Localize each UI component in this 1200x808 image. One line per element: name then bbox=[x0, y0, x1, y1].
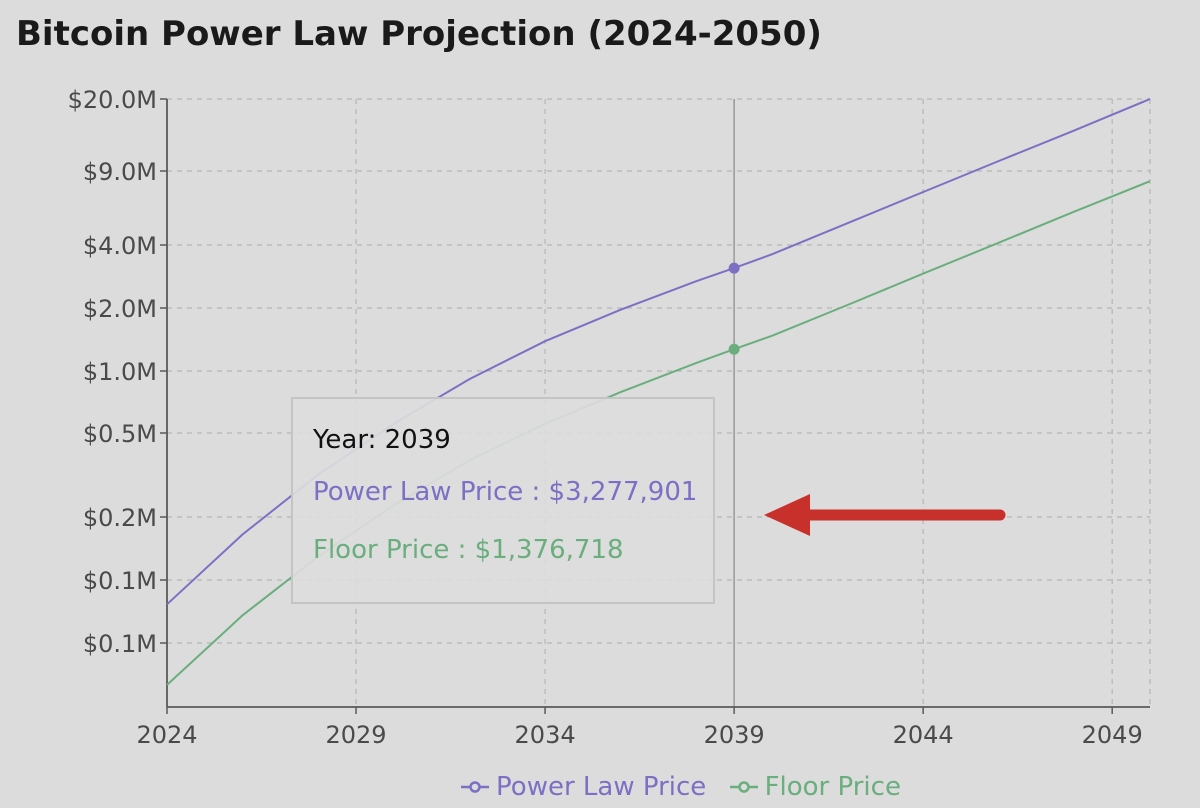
chart-title: Bitcoin Power Law Projection (2024-2050) bbox=[16, 14, 822, 54]
tooltip-year: Year: 2039 bbox=[313, 425, 451, 455]
tooltip-floor-value: $1,376,718 bbox=[474, 535, 624, 565]
legend-label-floor: Floor Price bbox=[764, 772, 901, 802]
y-tick-label: $0.1M bbox=[83, 567, 157, 595]
tooltip-floor-row: Floor Price : $1,376,718 bbox=[313, 535, 713, 565]
y-tick-label: $1.0M bbox=[83, 358, 157, 386]
power-law-price-hover-point bbox=[728, 262, 740, 274]
legend-item-floor[interactable]: Floor Price bbox=[729, 772, 901, 802]
x-tick-label: 2029 bbox=[325, 721, 386, 749]
y-tick-label: $4.0M bbox=[83, 232, 157, 260]
x-tick-label: 2034 bbox=[515, 721, 576, 749]
chart-tooltip: Year: 2039 Power Law Price : $3,277,901 … bbox=[291, 397, 715, 604]
legend-label-power-law: Power Law Price bbox=[496, 772, 707, 802]
x-tick-label: 2024 bbox=[136, 721, 197, 749]
tooltip-power-law-separator: : bbox=[531, 477, 549, 507]
floor-price-hover-point bbox=[728, 343, 740, 355]
x-tick-label: 2044 bbox=[893, 721, 954, 749]
power-law-legend-icon bbox=[461, 781, 490, 793]
axes: $20.0M $9.0M $4.0M $2.0M $1.0M $0.5M $0.2M $0.1… bbox=[68, 86, 1150, 749]
y-tick-label: $20.0M bbox=[68, 86, 157, 114]
legend-item-power-law[interactable]: Power Law Price bbox=[460, 772, 706, 802]
tooltip-floor-separator: : bbox=[457, 535, 475, 565]
chart-legend: Power Law Price Floor Price bbox=[0, 772, 1200, 802]
y-tick-label: $2.0M bbox=[83, 295, 157, 323]
y-tick-label: $0.1M bbox=[83, 630, 157, 658]
floor-legend-icon bbox=[729, 781, 758, 793]
annotation-arrow bbox=[764, 494, 1006, 536]
tooltip-power-law-value: $3,277,901 bbox=[548, 477, 698, 507]
y-tick-label: $0.2M bbox=[83, 504, 157, 532]
y-tick-label: $9.0M bbox=[83, 158, 157, 186]
x-tick-label: 2039 bbox=[704, 721, 765, 749]
y-tick-label: $0.5M bbox=[83, 420, 157, 448]
tooltip-floor-label: Floor Price bbox=[313, 535, 450, 565]
hover-markers bbox=[728, 262, 740, 355]
tooltip-power-law-label: Power Law Price bbox=[313, 477, 524, 507]
arrow-head bbox=[764, 494, 810, 536]
tooltip-power-law-row: Power Law Price : $3,277,901 bbox=[313, 477, 713, 507]
x-tick-label: 2049 bbox=[1082, 721, 1143, 749]
